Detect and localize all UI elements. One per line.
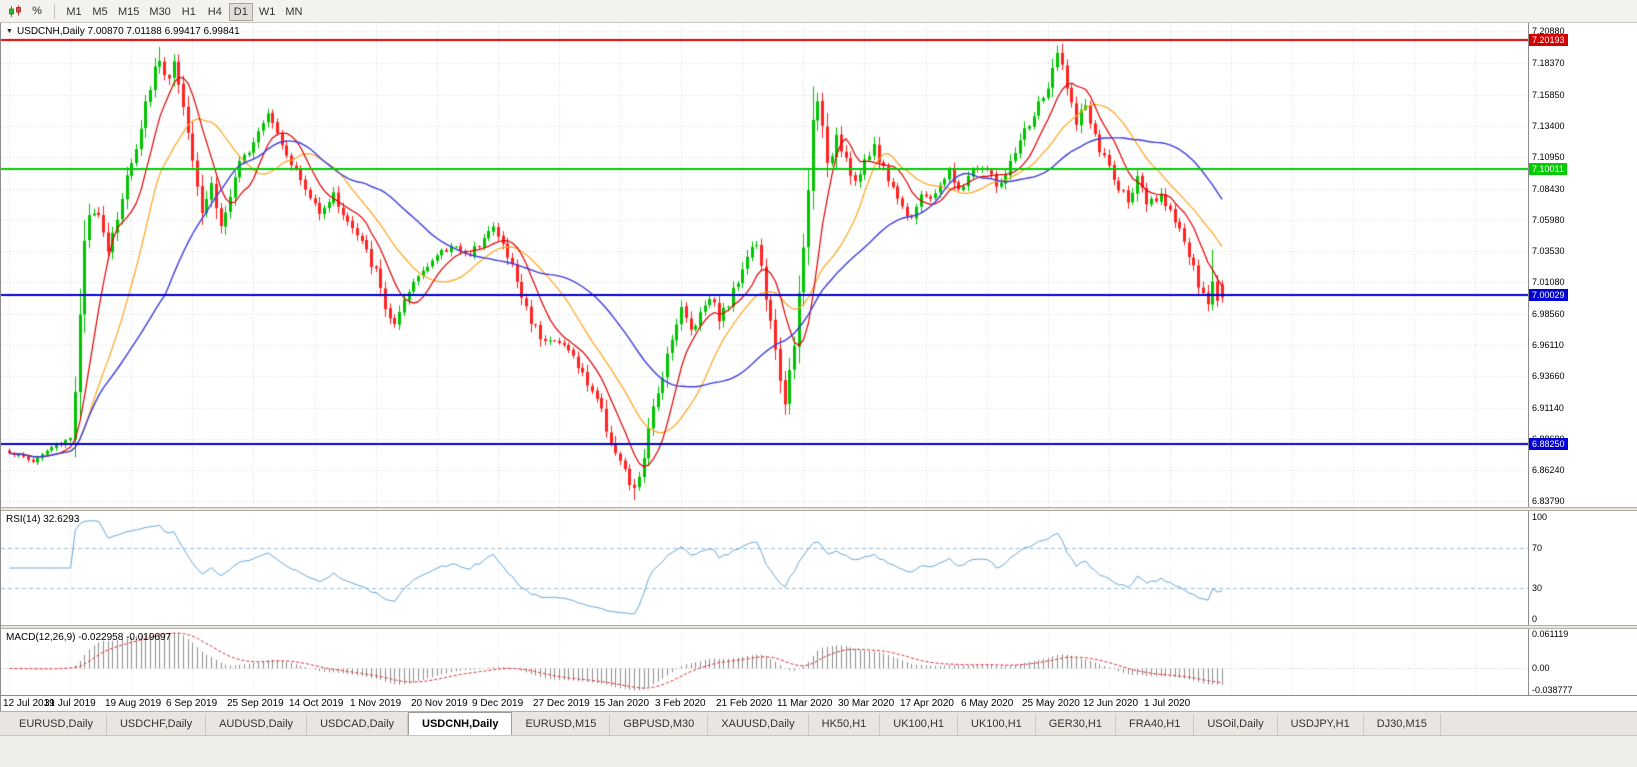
date-label: 19 Aug 2019 <box>105 698 162 709</box>
timeframe-button-m5[interactable]: M5 <box>92 5 108 18</box>
price-axis-tick: 6.91140 <box>1532 402 1564 413</box>
rsi-label: RSI(14) 32.6293 <box>6 514 80 525</box>
price-axis-tick: 7.18370 <box>1532 57 1565 68</box>
chart-tab-usdjpy-h1[interactable]: USDJPY,H1 <box>1278 714 1364 735</box>
macd-axis-label: 0.00 <box>1532 663 1550 674</box>
chart-tab-uk100-h1[interactable]: UK100,H1 <box>958 714 1036 735</box>
chart-tab-gbpusd-m30[interactable]: GBPUSD,M30 <box>610 714 709 735</box>
chart-tab-eurusd-daily[interactable]: EURUSD,Daily <box>6 714 107 735</box>
chart-tab-usdcad-daily[interactable]: USDCAD,Daily <box>307 714 409 735</box>
chart-tab-audusd-daily[interactable]: AUDUSD,Daily <box>206 714 308 735</box>
chart-tab-uk100-h1[interactable]: UK100,H1 <box>880 714 959 735</box>
date-label: 17 Apr 2020 <box>900 698 954 709</box>
macd-canvas[interactable] <box>1 629 1529 695</box>
date-label: 12 Jul 2019 <box>3 698 55 709</box>
chart-region: ▼ USDCNH,Daily 7.00870 7.01188 6.99417 6… <box>0 23 1637 711</box>
date-label: 1 Nov 2019 <box>350 698 402 709</box>
macd-axis-label: 0.061119 <box>1532 629 1569 639</box>
price-axis-tick: 6.96110 <box>1532 339 1564 350</box>
chart-tab-usoil-daily[interactable]: USOil,Daily <box>1194 714 1278 735</box>
date-label: 27 Dec 2019 <box>533 698 590 709</box>
macd-axis: 0.061119 0.00 -0.038777 <box>1528 629 1637 695</box>
hline-price-tag: 6.88250 <box>1529 438 1568 451</box>
price-axis-tick: 6.98560 <box>1532 308 1565 319</box>
timeframe-button-m1[interactable]: M1 <box>66 5 82 18</box>
rsi-level-label: 70 <box>1532 542 1543 553</box>
price-axis[interactable]: 7.20880 7.18370 7.15850 7.13400 7.10950 7.084… <box>1528 23 1637 507</box>
hline-price-tag: 7.20193 <box>1529 33 1568 46</box>
timeframe-button-m15[interactable]: M15 <box>118 5 140 18</box>
rsi-canvas[interactable] <box>1 511 1529 625</box>
candlestick-chart-glyph <box>9 5 21 17</box>
date-label: 20 Nov 2019 <box>411 698 468 709</box>
price-axis-tick: 6.86240 <box>1532 464 1565 475</box>
price-axis-tick: 7.03530 <box>1532 245 1565 256</box>
pane-divider-macd[interactable] <box>1 625 1637 629</box>
chart-title: ▼ USDCNH,Daily 7.00870 7.01188 6.99417 6… <box>6 26 240 37</box>
date-label: 15 Jan 2020 <box>594 698 650 709</box>
rsi-level-label: 0 <box>1532 614 1538 624</box>
timeframe-button-w1[interactable]: W1 <box>258 5 276 18</box>
chart-tab-xauusd-daily[interactable]: XAUUSD,Daily <box>708 714 809 735</box>
timeframe-buttons-group: M1 M5 M15 M30 H1 H4 D1 W1 MN <box>61 2 307 21</box>
chart-tab-usdcnh-daily[interactable]: USDCNH,Daily <box>408 712 513 735</box>
date-label: 12 Jun 2020 <box>1083 698 1139 709</box>
rsi-level-label: 30 <box>1532 583 1543 594</box>
date-label: 6 May 2020 <box>961 698 1014 709</box>
rsi-level-label: 100 <box>1532 512 1548 522</box>
date-label: 1 Jul 2020 <box>1144 698 1191 709</box>
status-strip <box>0 735 1637 767</box>
chart-tab-bar: EURUSD,Daily USDCHF,Daily AUDUSD,Daily USDC… <box>0 711 1637 735</box>
date-label: 9 Dec 2019 <box>472 698 524 709</box>
price-axis-tick: 7.01080 <box>1532 276 1565 287</box>
rsi-axis: 100 70 30 0 <box>1528 511 1637 625</box>
chart-ohlc-text: USDCNH,Daily 7.00870 7.01188 6.99417 6.9… <box>16 26 240 37</box>
date-label: 31 Jul 2019 <box>44 698 96 709</box>
timeframe-button-mn[interactable]: MN <box>285 5 303 18</box>
percent-scale-icon[interactable]: % <box>32 5 42 17</box>
date-label: 11 Mar 2020 <box>777 698 833 709</box>
date-label: 3 Feb 2020 <box>655 698 706 709</box>
candlestick-chart-icon[interactable] <box>5 2 25 20</box>
price-axis-tick: 7.15850 <box>1532 89 1565 100</box>
timeframe-button-m30[interactable]: M30 <box>149 5 171 18</box>
chart-tab-eurusd-m15[interactable]: EURUSD,M15 <box>512 714 611 735</box>
chart-tab-usdchf-daily[interactable]: USDCHF,Daily <box>107 714 207 735</box>
chart-tab-ger30-h1[interactable]: GER30,H1 <box>1036 714 1116 735</box>
macd-axis-label: -0.038777 <box>1532 685 1573 695</box>
timeframe-button-h4[interactable]: H4 <box>207 5 222 18</box>
date-label: 6 Sep 2019 <box>166 698 218 709</box>
price-axis-tick: 7.20880 <box>1532 25 1565 36</box>
date-label: 30 Mar 2020 <box>838 698 895 709</box>
chart-tab-dj30-m15[interactable]: DJ30,M15 <box>1364 714 1441 735</box>
price-axis-tick: 6.83790 <box>1532 495 1565 506</box>
price-axis-tick: 7.13400 <box>1532 120 1565 131</box>
chart-tab-hk50-h1[interactable]: HK50,H1 <box>809 714 881 735</box>
price-pane[interactable]: ▼ USDCNH,Daily 7.00870 7.01188 6.99417 6… <box>1 23 1637 507</box>
timeframe-button-h1[interactable]: H1 <box>181 5 196 18</box>
date-axis[interactable]: 12 Jul 2019 31 Jul 2019 19 Aug 2019 6 Sep 2… <box>1 695 1637 711</box>
rsi-pane[interactable]: RSI(14) 32.6293 100 70 30 0 <box>1 511 1637 625</box>
macd-label: MACD(12,26,9) -0.022958 -0.019697 <box>6 632 172 643</box>
price-axis-tick: 7.10950 <box>1532 151 1565 162</box>
pane-divider-rsi[interactable] <box>1 507 1637 511</box>
date-label: 25 May 2020 <box>1022 698 1080 709</box>
hline-price-tag: 7.10011 <box>1529 162 1567 175</box>
price-canvas[interactable] <box>1 23 1529 507</box>
chart-dropdown-icon[interactable]: ▼ <box>6 28 13 35</box>
price-axis-tick: 6.93660 <box>1532 370 1565 381</box>
timeframe-button-d1[interactable]: D1 <box>228 2 253 21</box>
timeframe-toolbar: % M1 M5 M15 M30 H1 H4 D1 W1 MN <box>0 0 1637 23</box>
price-axis-tick: 7.05980 <box>1532 214 1565 225</box>
price-axis-tick: 7.08430 <box>1532 183 1565 194</box>
date-label: 21 Feb 2020 <box>716 698 773 709</box>
chart-tab-fra40-h1[interactable]: FRA40,H1 <box>1116 714 1195 735</box>
date-label: 25 Sep 2019 <box>227 698 284 709</box>
hline-price-tag: 7.00029 <box>1529 289 1568 302</box>
macd-pane[interactable]: MACD(12,26,9) -0.022958 -0.019697 0.0611… <box>1 629 1637 695</box>
date-label: 14 Oct 2019 <box>289 698 344 709</box>
toolbar-separator <box>54 3 55 19</box>
